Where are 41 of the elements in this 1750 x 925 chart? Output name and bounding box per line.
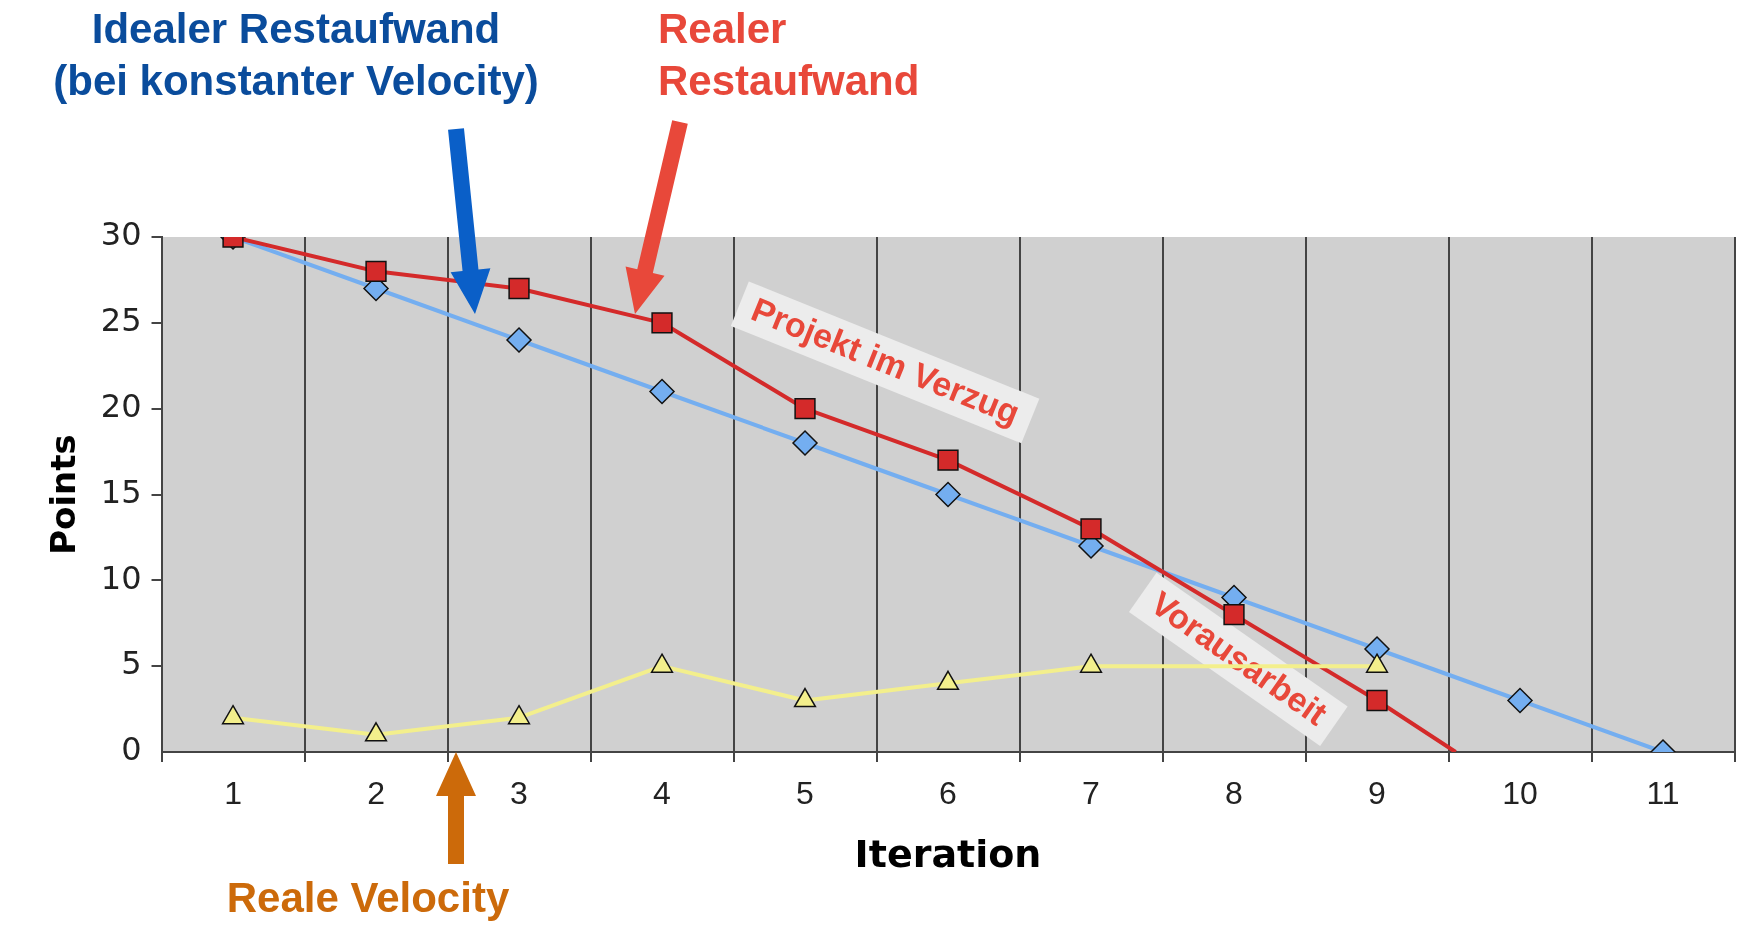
point — [508, 277, 530, 300]
point — [650, 653, 674, 673]
y-axis-title: Points — [43, 434, 84, 555]
x-axis-title: Iteration — [854, 832, 1042, 877]
point — [365, 260, 387, 282]
point — [364, 722, 388, 742]
x-tick-label: 1 — [224, 775, 242, 812]
x-tick-label: 10 — [1502, 775, 1538, 812]
point — [792, 430, 818, 456]
point — [794, 398, 816, 420]
point — [937, 449, 959, 471]
point — [935, 481, 961, 508]
y-tick-label: 20 — [100, 386, 142, 425]
point — [221, 704, 245, 725]
point — [936, 670, 960, 691]
y-tick-label: 0 — [121, 730, 142, 769]
point — [651, 312, 673, 334]
x-tick-label: 5 — [796, 775, 814, 812]
point — [793, 687, 817, 708]
point — [1080, 518, 1102, 540]
point — [507, 704, 531, 725]
y-tick-label: 25 — [100, 301, 142, 340]
x-tick-label: 4 — [653, 775, 671, 812]
x-tick-label: 2 — [367, 775, 385, 812]
x-tick-label: 7 — [1082, 775, 1100, 812]
y-tick-label: 10 — [100, 558, 142, 597]
point — [1365, 653, 1389, 673]
point — [506, 327, 532, 353]
x-tick-label: 9 — [1368, 775, 1386, 812]
text: Idealer Restaufwand (bei konstanter Velocity) — [52, 4, 540, 106]
x-tick-label: 3 — [510, 775, 528, 812]
point — [649, 378, 675, 405]
point — [1079, 653, 1103, 673]
text: Reale Velocity — [225, 873, 511, 923]
x-tick-label: 11 — [1646, 775, 1680, 812]
y-tick-label: 15 — [100, 472, 142, 511]
x-tick-label: 6 — [939, 775, 957, 812]
text: Realer Restaufwand — [658, 4, 921, 106]
y-tick-label: 5 — [121, 644, 142, 683]
y-tick-label: 30 — [100, 215, 142, 254]
x-tick-label: 8 — [1225, 775, 1243, 812]
